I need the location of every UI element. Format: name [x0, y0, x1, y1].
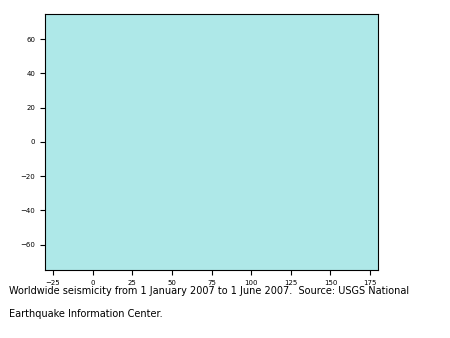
Text: Worldwide seismicity from 1 January 2007 to 1 June 2007.  Source: USGS National: Worldwide seismicity from 1 January 2007… [9, 286, 409, 296]
Text: Earthquake Information Center.: Earthquake Information Center. [9, 309, 162, 319]
